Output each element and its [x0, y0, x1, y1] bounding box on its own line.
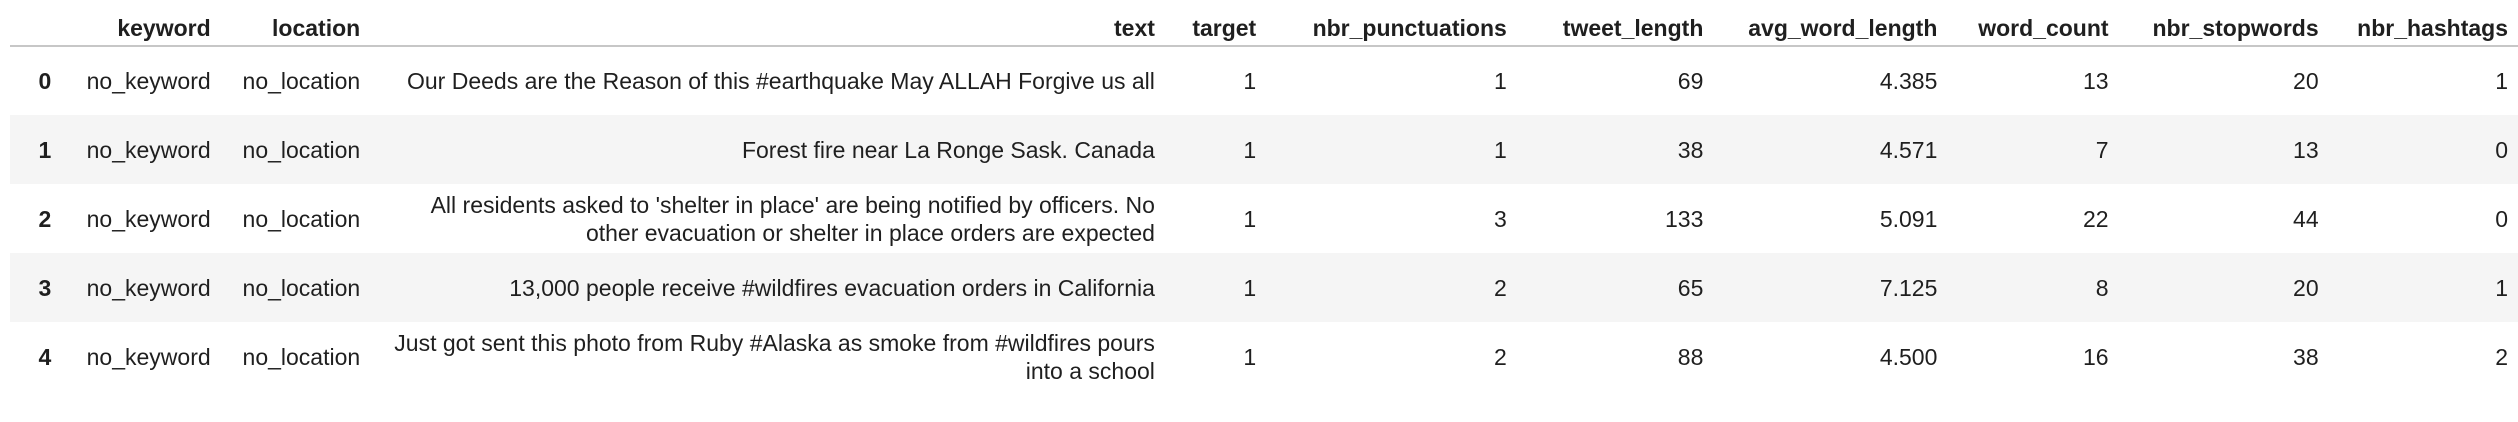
table-row: 4 no_keyword no_location Just got sent t…: [10, 322, 2518, 391]
index-header: [10, 10, 62, 47]
cell-avg-word-length: 4.571: [1879, 136, 1938, 163]
table-row: 2 no_keyword no_location All residents a…: [10, 184, 2518, 253]
cell-word-count: 8: [2095, 274, 2109, 301]
cell-nbr-stopwords: 38: [2293, 343, 2319, 370]
cell-location: no_location: [242, 205, 361, 232]
cell-word-count: 16: [2082, 343, 2109, 370]
cell-text: Forest fire near La Ronge Sask. Canada: [741, 136, 1155, 163]
cell-word-count: 7: [2095, 136, 2109, 163]
column-header-keyword: keyword: [61, 10, 221, 47]
column-header-target: target: [1164, 10, 1267, 47]
cell-nbr-hashtags: 0: [2495, 136, 2508, 163]
row-index: 1: [38, 136, 52, 163]
cell-target: 1: [1243, 136, 1257, 163]
cell-avg-word-length: 7.125: [1879, 274, 1938, 301]
column-header-avg-word-length: avg_word_length: [1713, 10, 1948, 47]
cell-nbr-hashtags: 1: [2495, 68, 2508, 94]
cell-avg-word-length: 4.500: [1879, 343, 1938, 370]
cell-nbr-hashtags: 1: [2495, 274, 2508, 301]
column-header-location: location: [220, 10, 371, 47]
cell-keyword: no_keyword: [86, 68, 211, 94]
cell-nbr-punctuations: 2: [1494, 274, 1507, 301]
cell-nbr-punctuations: 1: [1494, 136, 1507, 163]
cell-nbr-punctuations: 3: [1494, 205, 1507, 232]
cell-target: 1: [1243, 68, 1257, 94]
cell-location: no_location: [242, 68, 361, 94]
cell-keyword: no_keyword: [86, 205, 211, 232]
row-index: 2: [38, 205, 52, 232]
table-header: keyword location text target nbr_punctua…: [10, 10, 2518, 47]
cell-target: 1: [1243, 205, 1257, 232]
row-index: 3: [38, 274, 52, 301]
cell-nbr-punctuations: 1: [1494, 68, 1507, 94]
cell-nbr-stopwords: 20: [2293, 68, 2319, 94]
column-header-nbr-punctuations: nbr_punctuations: [1266, 10, 1517, 47]
cell-word-count: 13: [2082, 68, 2109, 94]
cell-text: 13,000 people receive #wildfires evacuat…: [509, 274, 1155, 301]
cell-keyword: no_keyword: [86, 274, 211, 301]
cell-keyword: no_keyword: [86, 136, 211, 163]
cell-keyword: no_keyword: [86, 343, 211, 370]
cell-target: 1: [1243, 343, 1257, 370]
cell-tweet-length: 133: [1665, 205, 1704, 232]
cell-target: 1: [1243, 274, 1257, 301]
cell-text: Just got sent this photo from Ruby #Alas…: [394, 329, 1155, 384]
cell-tweet-length: 38: [1677, 136, 1704, 163]
row-index: 4: [38, 343, 52, 370]
column-header-text: text: [370, 10, 1165, 47]
cell-nbr-stopwords: 44: [2293, 205, 2319, 232]
cell-tweet-length: 88: [1677, 343, 1704, 370]
cell-location: no_location: [242, 274, 361, 301]
cell-text: All residents asked to 'shelter in place…: [430, 191, 1155, 246]
cell-nbr-hashtags: 0: [2495, 205, 2508, 232]
row-index: 0: [38, 68, 52, 94]
cell-location: no_location: [242, 343, 361, 370]
cell-word-count: 22: [2082, 205, 2109, 232]
column-header-nbr-stopwords: nbr_stopwords: [2118, 10, 2329, 47]
cell-avg-word-length: 5.091: [1879, 205, 1938, 232]
header-row: keyword location text target nbr_punctua…: [10, 10, 2518, 47]
cell-nbr-hashtags: 2: [2495, 343, 2508, 370]
column-header-nbr-hashtags: nbr_hashtags: [2328, 10, 2518, 47]
cell-nbr-punctuations: 2: [1494, 343, 1507, 370]
cell-text: Our Deeds are the Reason of this #earthq…: [407, 68, 1155, 94]
dataframe-table: keyword location text target nbr_punctua…: [10, 10, 2518, 391]
cell-tweet-length: 69: [1677, 68, 1704, 94]
table-row: 1 no_keyword no_location Forest fire nea…: [10, 115, 2518, 184]
column-header-word-count: word_count: [1947, 10, 2119, 47]
table-row: 0 no_keyword no_location Our Deeds are t…: [10, 46, 2518, 115]
cell-location: no_location: [242, 136, 361, 163]
table-body: 0 no_keyword no_location Our Deeds are t…: [10, 46, 2518, 391]
cell-nbr-stopwords: 20: [2293, 274, 2319, 301]
column-header-tweet-length: tweet_length: [1516, 10, 1714, 47]
cell-nbr-stopwords: 13: [2293, 136, 2319, 163]
cell-avg-word-length: 4.385: [1879, 68, 1938, 94]
cell-tweet-length: 65: [1677, 274, 1704, 301]
table-row: 3 no_keyword no_location 13,000 people r…: [10, 253, 2518, 322]
